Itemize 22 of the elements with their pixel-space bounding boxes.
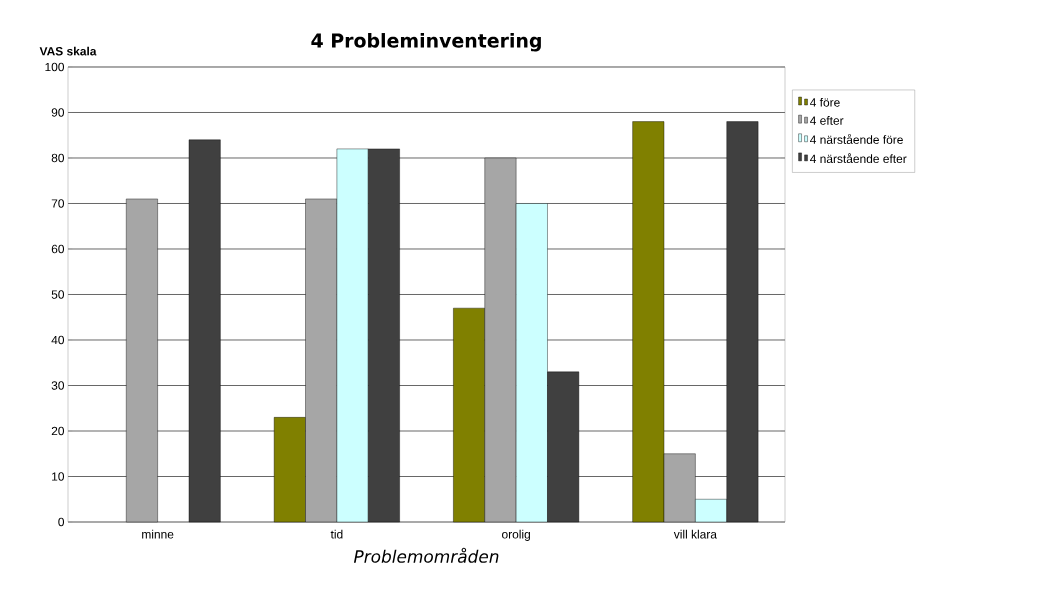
x-tick-label: tid bbox=[330, 529, 343, 539]
y-tick-label: 30 bbox=[51, 381, 65, 390]
y-tick-label: 60 bbox=[51, 244, 65, 254]
y-tick-label: 90 bbox=[51, 108, 65, 117]
y-tick-label: 0 bbox=[58, 517, 65, 527]
y-tick-label: 70 bbox=[51, 199, 65, 208]
chart-title: 4 Probleminventering bbox=[311, 33, 541, 52]
x-tick-label: vill klara bbox=[673, 529, 717, 539]
y-tick-label: 20 bbox=[51, 426, 65, 436]
y-tick-label: 10 bbox=[52, 472, 65, 481]
legend-label: 4 närstående före bbox=[810, 134, 903, 144]
x-tick-label: minne bbox=[142, 529, 174, 539]
y-tick-label: 40 bbox=[51, 335, 65, 345]
legend-label: 4 efter bbox=[810, 116, 844, 125]
y-tick-label: 50 bbox=[51, 290, 65, 299]
legend-label: 4 före bbox=[810, 97, 840, 107]
x-tick-label: orolig bbox=[502, 529, 530, 541]
y-tick-label: 100 bbox=[45, 62, 65, 72]
y-axis-title: VAS skala bbox=[39, 46, 97, 56]
y-tick-label: 80 bbox=[51, 153, 65, 163]
legend-label: 4 närstående efter bbox=[810, 153, 907, 164]
x-axis-title: Problemområden bbox=[353, 547, 499, 563]
